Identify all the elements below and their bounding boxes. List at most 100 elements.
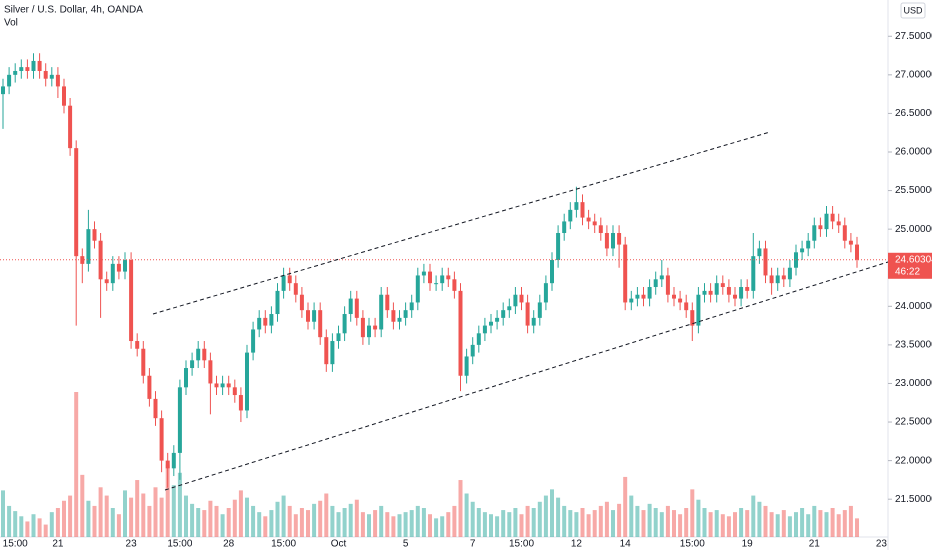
candle-body (293, 283, 298, 295)
volume-bar (415, 505, 420, 537)
candle-body (208, 360, 213, 384)
candle-body (226, 383, 231, 388)
x-tick-label: Oct (331, 539, 347, 550)
candle-body (190, 360, 195, 369)
volume-bar (397, 514, 402, 537)
volume-bar (501, 510, 506, 537)
volume-bar (68, 495, 73, 537)
candle-body (818, 225, 823, 230)
candle-body (220, 383, 225, 388)
candle-body (214, 383, 219, 388)
candle-body (482, 325, 487, 334)
volume-bar (617, 503, 622, 537)
candle-body (733, 294, 737, 299)
volume-bar (403, 512, 408, 537)
candle-body (324, 337, 329, 365)
candle-body (336, 333, 341, 342)
candle-body (580, 202, 585, 218)
volume-bar (55, 508, 60, 537)
candle-body (184, 368, 188, 388)
candle-body (348, 298, 353, 315)
volume-bar (464, 493, 469, 537)
volume-bar (165, 464, 170, 537)
volume-bar (348, 503, 353, 537)
volume-bar (116, 514, 121, 537)
candle-body (708, 290, 713, 295)
volume-bar (757, 501, 762, 537)
trend-line-lower[interactable] (164, 261, 889, 491)
volume-bar (318, 500, 323, 537)
volume-bar (611, 510, 615, 537)
volume-bar (531, 508, 536, 537)
candle-body (623, 244, 628, 303)
trend-line-upper[interactable] (152, 131, 771, 315)
volume-bar (525, 505, 530, 537)
candle-body (684, 302, 689, 311)
x-tick-label: 15:00 (167, 539, 192, 550)
currency-button[interactable] (900, 2, 926, 19)
candle-body (641, 294, 646, 299)
volume-bar (37, 518, 42, 537)
volume-bar (367, 514, 371, 537)
candle-body (757, 248, 762, 257)
candle-body (598, 225, 603, 234)
volume-bar (129, 497, 134, 537)
candle-body (525, 302, 530, 326)
candle-body (104, 279, 109, 284)
candle-body (391, 310, 396, 322)
volume-bar (330, 505, 335, 537)
volume-bar (25, 521, 30, 537)
candle-body (62, 86, 66, 106)
volume-bar (385, 512, 390, 537)
candle-body (665, 275, 670, 295)
volume-bar (141, 493, 146, 537)
volume-bar (751, 495, 756, 537)
volume-bar (275, 501, 280, 537)
volume-bar (726, 516, 731, 537)
volume-bar (684, 508, 689, 537)
volume-bar (104, 495, 109, 537)
candle-body (848, 240, 853, 245)
x-tick-label: 21 (52, 539, 64, 550)
last-price-box (888, 252, 932, 279)
volume-bar (190, 503, 195, 537)
candle-body (495, 317, 500, 322)
candle-body (251, 329, 256, 353)
volume-bar (678, 514, 683, 537)
volume-bar (733, 512, 737, 537)
volume-bar (147, 505, 152, 537)
candle-body (562, 221, 567, 234)
volume-bar (269, 510, 274, 537)
candle-body (312, 310, 317, 322)
candle-body (415, 275, 420, 303)
x-tick-label: 15:00 (3, 539, 28, 550)
candle-body (68, 105, 73, 149)
volume-bar (208, 500, 213, 537)
volume-bar (543, 495, 548, 537)
candle-body (769, 275, 774, 284)
candle-body (342, 314, 347, 334)
candle-body (403, 310, 408, 318)
y-tick-label: 26.50000 (895, 108, 932, 119)
volume-bar (708, 512, 713, 537)
volume-bar (391, 516, 396, 537)
candle-body (367, 325, 371, 338)
candle-body (281, 275, 286, 291)
y-tick-label: 22.50000 (895, 417, 932, 428)
candle-body (787, 267, 792, 280)
candle-body (824, 213, 829, 230)
candle-body (745, 287, 750, 291)
volume-bar (513, 508, 518, 537)
y-tick-label: 27.00000 (895, 69, 932, 80)
x-tick-label: 28 (223, 539, 235, 550)
candle-body (25, 67, 30, 71)
candle-body (458, 290, 463, 376)
candle-body (177, 387, 182, 453)
volume-bar (580, 508, 585, 537)
y-tick-label: 25.50000 (895, 185, 932, 196)
volume-bar (74, 392, 79, 537)
candle-body (806, 240, 811, 249)
y-tick-label: 23.50000 (895, 340, 932, 351)
volume-bar (80, 474, 85, 537)
candle-body (74, 148, 79, 257)
